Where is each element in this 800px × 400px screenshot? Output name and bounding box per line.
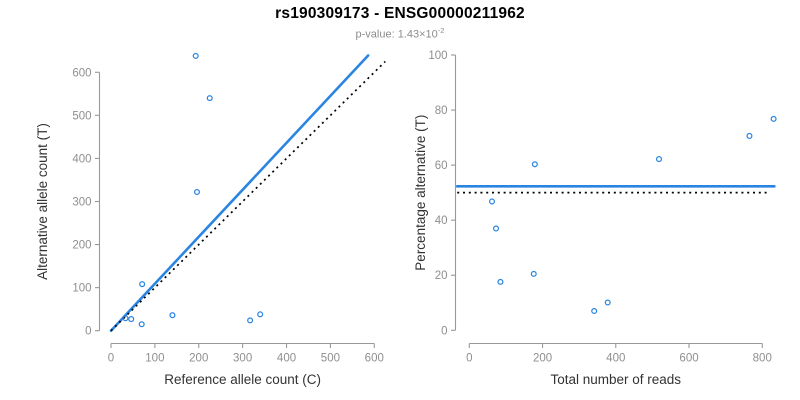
- data-point: [604, 299, 611, 306]
- y-tick-label: 80: [435, 105, 448, 117]
- y-tick-label: 200: [72, 240, 91, 252]
- x-tick-label: 200: [189, 353, 208, 365]
- x-axis-title: Total number of reads: [550, 372, 681, 387]
- y-tick-label: 60: [435, 160, 448, 172]
- data-point: [138, 321, 145, 328]
- data-point: [655, 156, 663, 163]
- data-point: [192, 52, 199, 59]
- y-tick-label: 600: [72, 67, 91, 79]
- p-value-subtitle: p-value: 1.43×10-2: [0, 26, 800, 41]
- data-point: [122, 315, 129, 322]
- x-tick-label: 200: [533, 353, 552, 365]
- identity-line: [110, 60, 386, 332]
- x-tick-label: 400: [606, 353, 625, 365]
- p-value-exponent: -2: [437, 26, 445, 35]
- data-point: [488, 198, 496, 205]
- data-point: [206, 95, 213, 102]
- y-tick-label: 100: [72, 283, 91, 295]
- y-tick-label: 20: [435, 270, 448, 282]
- data-point: [591, 308, 598, 315]
- data-point: [247, 317, 254, 324]
- percentage-alternative-plot: 0 200 400 600 800 Total number of reads 0 20 40 6…: [413, 50, 777, 387]
- data-point: [493, 225, 500, 232]
- data-point: [497, 278, 504, 285]
- data-point: [128, 316, 135, 323]
- y-tick-label: 400: [72, 153, 91, 165]
- fit-line: [109, 54, 370, 333]
- x-tick-label: 100: [145, 353, 164, 365]
- data-point: [746, 132, 753, 139]
- x-tick-label: 500: [321, 353, 340, 365]
- y-tick-label: 500: [72, 110, 91, 122]
- p-value-text: p-value: 1.43×10: [355, 28, 438, 41]
- x-tick-label: 400: [277, 353, 296, 365]
- y-tick-label: 100: [428, 50, 447, 62]
- data-point: [770, 115, 777, 122]
- x-tick-label: 0: [466, 353, 472, 365]
- x-tick-label: 600: [365, 353, 384, 365]
- x-axis-title: Reference allele count (C): [164, 372, 321, 387]
- x-tick-label: 600: [679, 353, 698, 365]
- allele-counts-plot: 0 100 200 300 400 500 600 Reference allele coun…: [35, 52, 386, 387]
- y-tick-label: 0: [441, 325, 447, 337]
- data-point: [139, 281, 146, 288]
- data-point: [169, 312, 176, 319]
- data-point: [531, 161, 538, 168]
- y-tick-label: 40: [435, 215, 448, 227]
- data-point: [257, 311, 264, 318]
- x-tick-label: 800: [753, 353, 772, 365]
- y-axis-title: Alternative allele count (T): [35, 123, 50, 280]
- x-tick-label: 0: [108, 353, 114, 365]
- data-point: [530, 270, 537, 277]
- data-point: [193, 188, 201, 196]
- figure-title: rs190309173 - ENSG00000211962: [275, 5, 525, 22]
- y-tick-label: 300: [72, 196, 91, 208]
- x-tick-label: 300: [233, 353, 252, 365]
- y-tick-label: 0: [85, 326, 91, 338]
- y-axis-title: Percentage alternative (T): [413, 115, 428, 271]
